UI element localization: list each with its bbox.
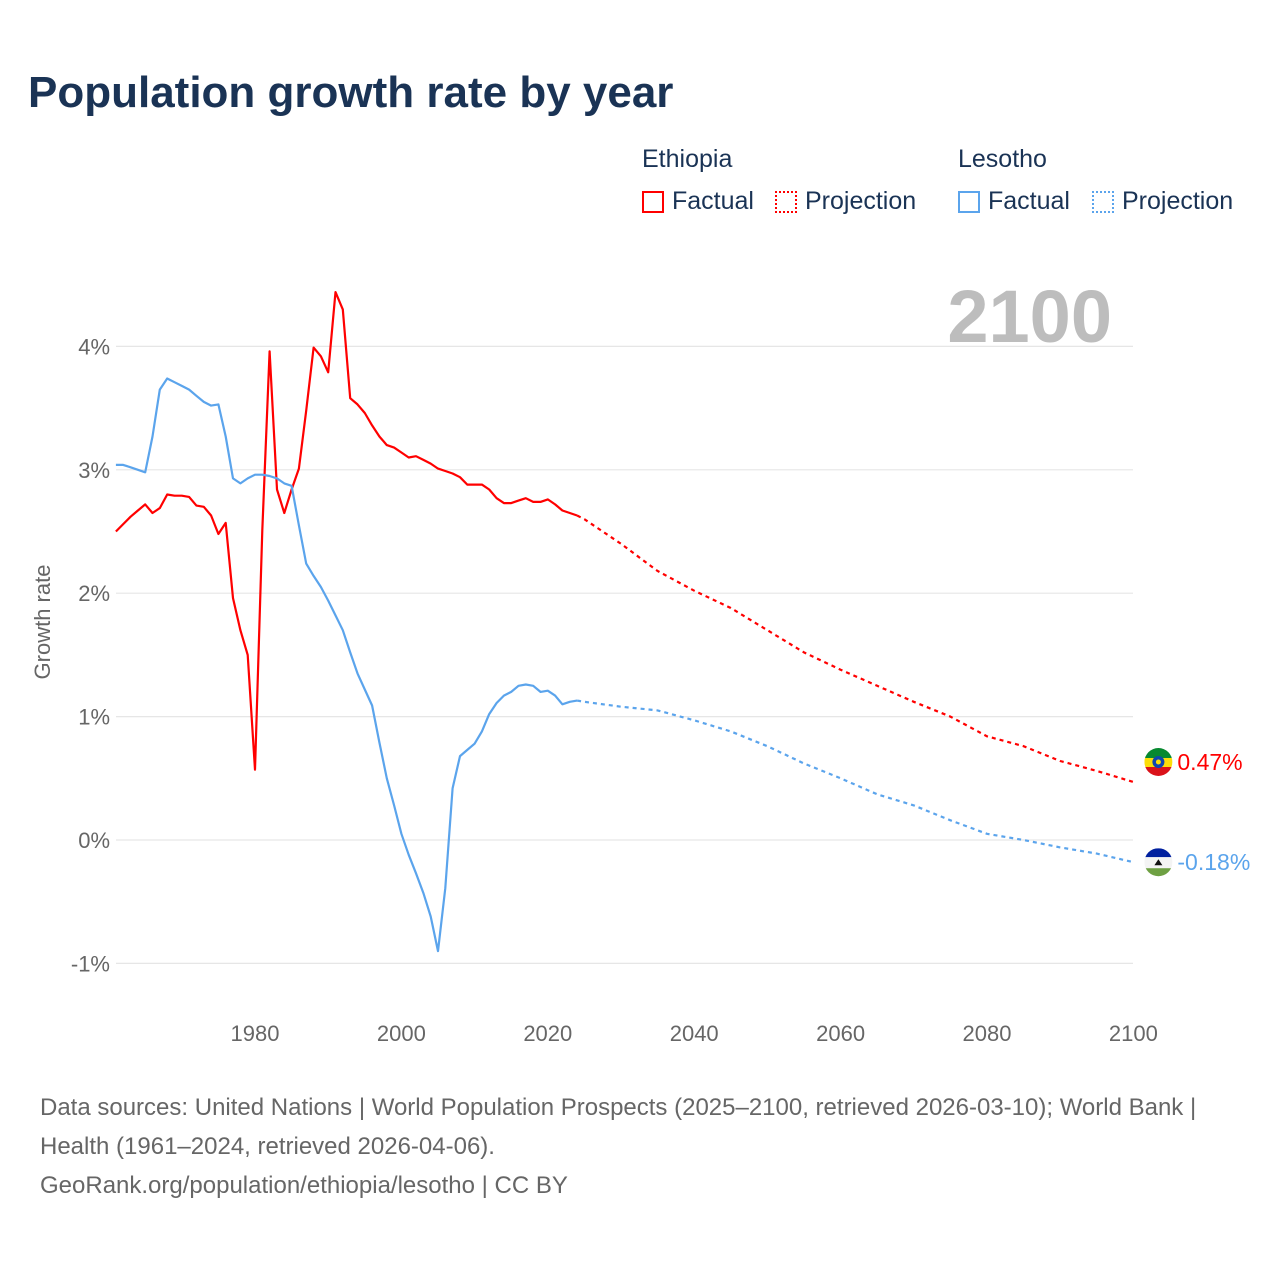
legend-lesotho-projection[interactable]: Projection xyxy=(1092,187,1233,216)
legend-ethiopia-factual[interactable]: Factual xyxy=(642,187,754,216)
x-tick-label: 2060 xyxy=(816,1021,865,1046)
end-label-lesotho: -0.18% xyxy=(1177,849,1250,875)
legend-swatch-solid xyxy=(642,190,664,213)
data-sources: Data sources: United Nations | World Pop… xyxy=(40,1094,1197,1160)
line-lesotho-factual xyxy=(115,377,578,953)
legend-label: Projection xyxy=(1122,187,1234,215)
legend-group-lesotho: Lesotho xyxy=(958,145,1047,173)
legend-swatch-dotted xyxy=(1092,190,1114,213)
end-label-ethiopia: 0.47% xyxy=(1177,749,1242,775)
x-tick-label: 2000 xyxy=(377,1021,426,1046)
line-ethiopia-factual xyxy=(115,291,578,771)
legend-ethiopia-projection[interactable]: Projection xyxy=(775,187,916,216)
x-tick-label: 2020 xyxy=(523,1021,572,1046)
line-lesotho-projection xyxy=(576,699,1134,864)
flag-ethiopia-icon xyxy=(1144,748,1173,777)
x-tick-label: 2080 xyxy=(963,1021,1012,1046)
credit-link[interactable]: GeoRank.org/population/ethiopia/lesotho … xyxy=(40,1172,568,1199)
x-tick-label: 2100 xyxy=(1109,1021,1158,1046)
footer: Data sources: United Nations | World Pop… xyxy=(40,1088,1240,1205)
y-axis-label: Growth rate xyxy=(30,565,55,680)
y-tick-label: -1% xyxy=(71,951,110,976)
x-tick-label: 1980 xyxy=(231,1021,280,1046)
legend-lesotho-factual[interactable]: Factual xyxy=(958,187,1070,216)
legend-label: Factual xyxy=(672,187,754,215)
legend-label: Projection xyxy=(805,187,917,215)
y-tick-label: 1% xyxy=(78,705,110,730)
chart-title: Population growth rate by year xyxy=(28,68,674,117)
legend-group-ethiopia: Ethiopia xyxy=(642,145,733,173)
y-tick-label: 3% xyxy=(78,458,110,483)
year-label: 2100 xyxy=(947,275,1112,358)
flag-lesotho-icon xyxy=(1144,848,1173,877)
line-ethiopia-projection xyxy=(576,514,1134,784)
y-tick-label: 0% xyxy=(78,828,110,853)
legend-label: Factual xyxy=(988,187,1070,215)
y-tick-label: 4% xyxy=(78,334,110,359)
x-tick-label: 2040 xyxy=(670,1021,719,1046)
y-tick-label: 2% xyxy=(78,581,110,606)
legend-swatch-solid xyxy=(958,190,980,213)
legend-swatch-dotted xyxy=(775,190,797,213)
